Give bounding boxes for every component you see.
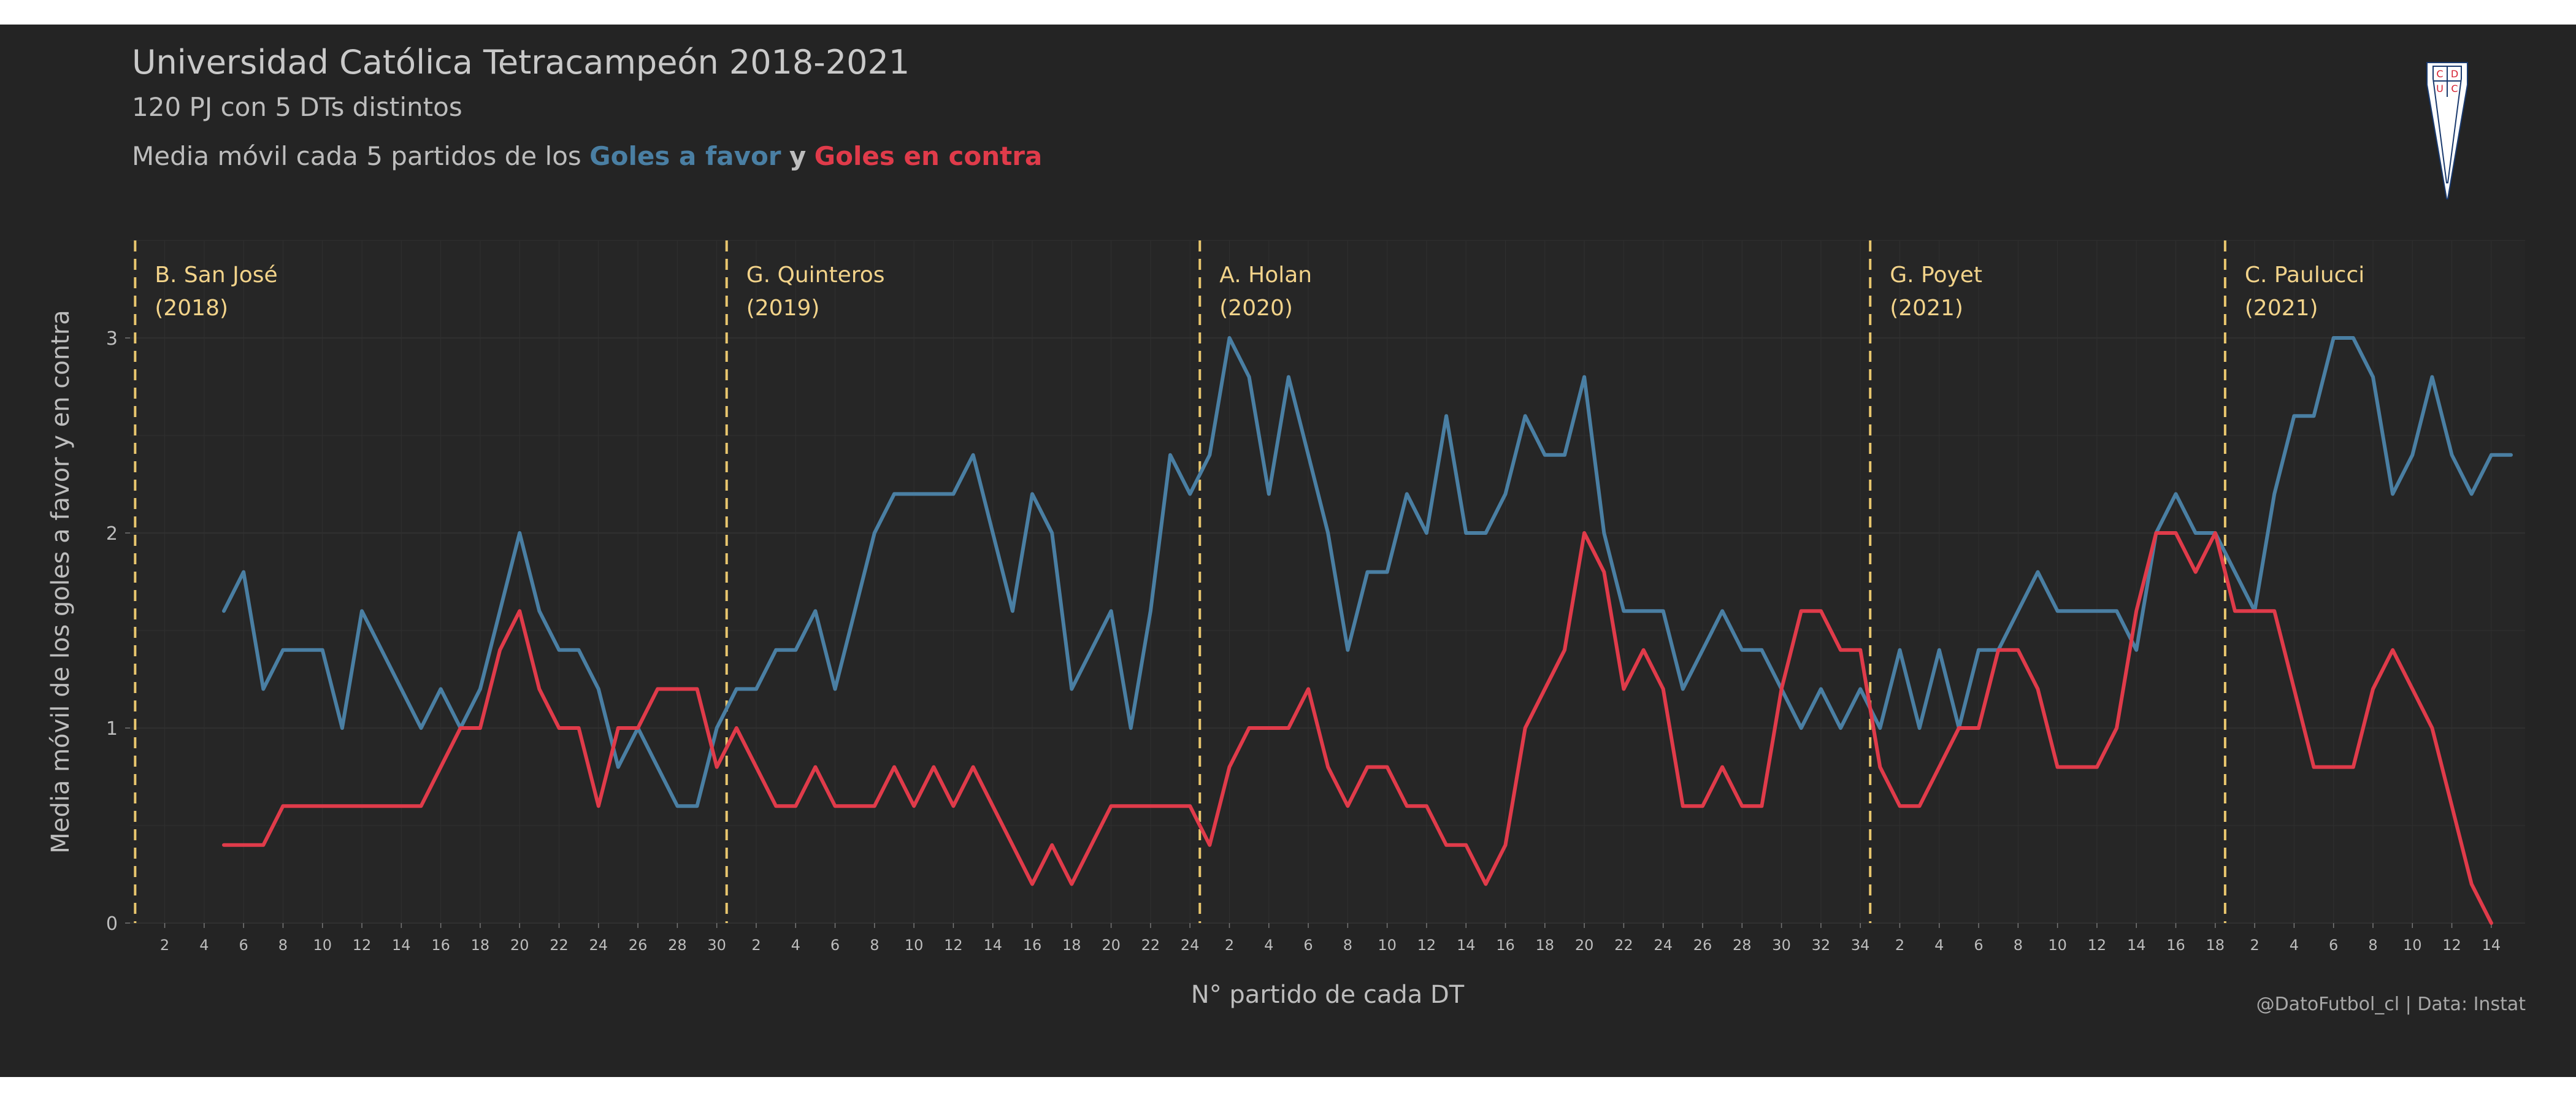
x-tick-label: 2	[2250, 937, 2259, 954]
x-tick-label: 30	[707, 937, 726, 954]
x-tick-label: 10	[2048, 937, 2067, 954]
y-axis-label: Media móvil de los goles a favor y en co…	[47, 310, 75, 854]
x-tick-label: 18	[1062, 937, 1081, 954]
x-tick-label: 26	[629, 937, 648, 954]
chart-subtitle: 120 PJ con 5 DTs distintos	[132, 92, 462, 122]
x-tick-label: 2	[160, 937, 169, 954]
x-tick-label: 16	[1496, 937, 1515, 954]
x-tick-label: 20	[510, 937, 529, 954]
x-tick-label: 12	[353, 937, 372, 954]
chart-title: Universidad Católica Tetracampeón 2018-2…	[132, 43, 910, 82]
x-tick-label: 24	[1181, 937, 1200, 954]
x-tick-label: 6	[239, 937, 248, 954]
x-tick-label: 8	[1343, 937, 1352, 954]
credits: @DatoFutbol_cl | Data: Instat	[2256, 994, 2526, 1015]
x-tick-label: 20	[1102, 937, 1121, 954]
x-tick-label: 8	[870, 937, 879, 954]
x-tick-label: 6	[830, 937, 840, 954]
x-tick-label: 4	[1934, 937, 1944, 954]
coach-year: (2020)	[1219, 296, 1293, 321]
x-tick-label: 22	[1141, 937, 1160, 954]
x-tick-label: 22	[550, 937, 569, 954]
x-tick-label: 18	[1536, 937, 1555, 954]
line-goles-favor	[222, 336, 2513, 808]
x-tick-label: 28	[668, 937, 687, 954]
coach-year: (2018)	[155, 296, 228, 321]
x-tick-label: 12	[1417, 937, 1436, 954]
x-tick-label: 12	[2442, 937, 2461, 954]
x-tick-label: 16	[1023, 937, 1042, 954]
chart-legend: Media móvil cada 5 partidos de los Goles…	[132, 141, 1042, 171]
x-tick-label: 6	[1303, 937, 1313, 954]
x-tick-label: 14	[983, 937, 1002, 954]
club-crest-logo: C D U C	[2426, 62, 2468, 199]
y-tick-label: 2	[106, 523, 118, 545]
x-tick-label: 8	[278, 937, 288, 954]
coach-name: G. Quinteros	[746, 263, 885, 288]
y-tick-label: 1	[106, 718, 118, 740]
x-tick-label: 8	[2014, 937, 2023, 954]
logo-letter-u: U	[2436, 83, 2444, 94]
x-tick-label: 10	[1378, 937, 1397, 954]
x-tick-label: 2	[751, 937, 761, 954]
logo-letter-c2: C	[2451, 83, 2458, 94]
x-tick-label: 24	[1654, 937, 1673, 954]
x-tick-label: 30	[1772, 937, 1791, 954]
coach-year: (2021)	[2245, 296, 2318, 321]
x-tick-label: 10	[2403, 937, 2422, 954]
coach-name: B. San José	[155, 263, 277, 288]
x-tick-label: 2	[1225, 937, 1234, 954]
x-tick-label: 20	[1575, 937, 1594, 954]
x-tick-label: 10	[905, 937, 924, 954]
y-tick-label: 3	[106, 328, 118, 350]
coach-year: (2019)	[746, 296, 820, 321]
x-tick-label: 4	[2290, 937, 2299, 954]
x-tick-label: 14	[2127, 937, 2146, 954]
x-tick-label: 22	[1614, 937, 1633, 954]
x-tick-label: 34	[1851, 937, 1870, 954]
legend-y: y	[789, 141, 807, 171]
coach-name: C. Paulucci	[2245, 263, 2364, 288]
coach-year: (2021)	[1890, 296, 1963, 321]
x-tick-label: 14	[2482, 937, 2501, 954]
x-tick-label: 26	[1693, 937, 1712, 954]
x-tick-label: 28	[1733, 937, 1752, 954]
x-tick-label: 4	[1264, 937, 1273, 954]
x-tick-label: 6	[2329, 937, 2338, 954]
x-axis-label: N° partido de cada DT	[1191, 981, 1465, 1009]
legend-goles-contra: Goles en contra	[814, 141, 1043, 171]
logo-letter-d: D	[2451, 68, 2458, 80]
coach-name: A. Holan	[1219, 263, 1312, 288]
legend-goles-favor: Goles a favor	[589, 141, 781, 171]
x-tick-label: 12	[2088, 937, 2107, 954]
x-tick-label: 14	[1457, 937, 1476, 954]
x-tick-label: 14	[392, 937, 411, 954]
x-tick-label: 8	[2368, 937, 2377, 954]
x-tick-label: 4	[199, 937, 209, 954]
x-tick-label: 32	[1812, 937, 1831, 954]
x-tick-label: 6	[1974, 937, 1983, 954]
logo-letter-c: C	[2436, 68, 2443, 80]
plot-panel	[130, 240, 2525, 923]
x-tick-label: 10	[313, 937, 332, 954]
x-tick-label: 18	[471, 937, 490, 954]
x-tick-label: 4	[791, 937, 800, 954]
line-goles-contra	[222, 531, 2493, 925]
x-tick-label: 16	[431, 937, 450, 954]
coach-name: G. Poyet	[1890, 263, 1982, 288]
x-tick-label: 24	[589, 937, 608, 954]
x-tick-label: 18	[2206, 937, 2225, 954]
x-tick-label: 12	[944, 937, 963, 954]
x-tick-label: 16	[2166, 937, 2185, 954]
x-tick-label: 2	[1895, 937, 1904, 954]
y-tick-label: 0	[106, 913, 118, 935]
legend-prefix: Media móvil cada 5 partidos de los	[132, 141, 581, 171]
